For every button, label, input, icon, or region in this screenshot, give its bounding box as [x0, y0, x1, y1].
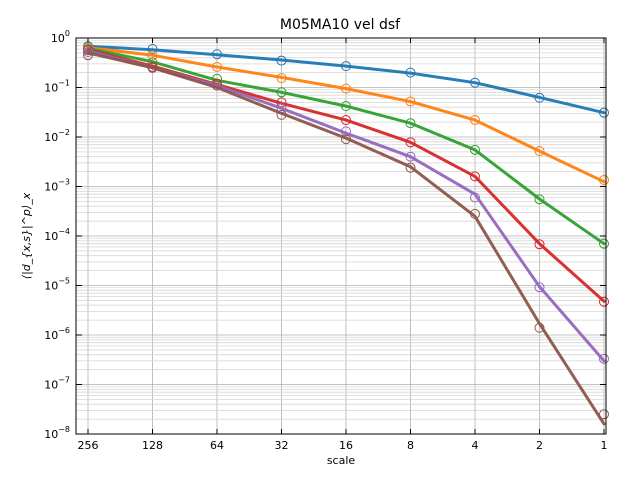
series-1-marker — [212, 49, 222, 60]
series-4-marker — [534, 239, 545, 250]
chart-title: M05MA10 vel dsf — [280, 17, 401, 33]
series-4-marker — [599, 296, 609, 307]
series-4-marker — [470, 171, 480, 182]
series-5-marker — [470, 192, 480, 203]
y-tick-label: 100 — [51, 29, 70, 45]
series-3-marker — [341, 101, 351, 112]
x-tick-label: 8 — [407, 439, 414, 452]
series-2-marker — [405, 96, 416, 107]
x-tick-label: 1 — [601, 439, 608, 452]
series-6-marker — [212, 80, 222, 91]
series-2-marker — [212, 61, 222, 72]
series-5-marker — [405, 151, 416, 162]
series-3-marker — [276, 87, 287, 98]
series-2-marker — [147, 50, 158, 61]
x-tick-label: 4 — [472, 439, 479, 452]
series-6-marker — [470, 208, 480, 219]
series-line-1 — [86, 44, 606, 115]
series-2-marker — [470, 115, 480, 126]
series-5-marker — [599, 353, 609, 364]
series-1-marker — [341, 61, 351, 72]
series-3-marker — [405, 118, 416, 129]
grid — [76, 38, 606, 435]
x-tick-label: 256 — [78, 439, 99, 452]
series-3-marker — [470, 144, 480, 155]
series-6-marker — [83, 50, 93, 61]
series-5-marker — [341, 126, 351, 137]
x-axis-label: scale — [327, 454, 356, 467]
x-tick-label: 128 — [142, 439, 163, 452]
x-tick-label: 2 — [536, 439, 543, 452]
x-tick-label: 32 — [275, 439, 289, 452]
x-tick-label: 64 — [210, 439, 224, 452]
series-1-marker — [534, 92, 545, 103]
y-tick-label: 10−2 — [44, 128, 70, 144]
y-tick-label: 10−6 — [44, 326, 70, 342]
series-3-marker — [534, 194, 545, 205]
series-6-marker — [276, 109, 287, 120]
y-tick-label: 10−1 — [44, 79, 70, 95]
x-tick-label: 16 — [339, 439, 353, 452]
y-tick-label: 10−8 — [44, 425, 70, 441]
series-2-marker — [534, 146, 545, 157]
series-2-marker — [341, 83, 351, 94]
series-line-6 — [86, 51, 606, 426]
series-6-marker — [534, 322, 545, 333]
y-tick-label: 10−3 — [44, 178, 70, 194]
series-line-2 — [86, 46, 606, 184]
series-6-marker — [599, 409, 609, 420]
y-axis: 10−8 10−7 10−6 10−5 10−4 10−3 10−2 10−1 100 — [44, 29, 606, 441]
series-6-marker — [147, 62, 158, 73]
x-axis: 256 128 64 32 16 8 4 2 1 — [78, 38, 608, 452]
series-5-marker — [83, 47, 93, 58]
series-2-marker — [599, 175, 609, 186]
y-axis-label: ⟨|d_{x,s}|^p⟩_x — [20, 192, 33, 279]
series-1-marker — [405, 67, 416, 78]
series-4-marker — [341, 115, 351, 126]
series-1-marker — [470, 77, 480, 88]
y-tick-label: 10−4 — [44, 227, 70, 243]
series-line-3 — [86, 46, 606, 246]
series-6-marker — [341, 134, 351, 145]
y-tick-label: 10−5 — [44, 277, 70, 293]
series-group — [83, 41, 609, 426]
series-5-marker — [534, 282, 545, 293]
series-3-marker — [599, 238, 609, 249]
series-1-marker — [276, 55, 287, 66]
series-6-marker — [405, 162, 416, 173]
y-tick-label: 10−7 — [44, 376, 70, 392]
series-1-marker — [147, 43, 158, 54]
series-1-marker — [599, 107, 609, 118]
series-2-marker — [276, 73, 287, 84]
series-4-marker — [405, 137, 416, 148]
